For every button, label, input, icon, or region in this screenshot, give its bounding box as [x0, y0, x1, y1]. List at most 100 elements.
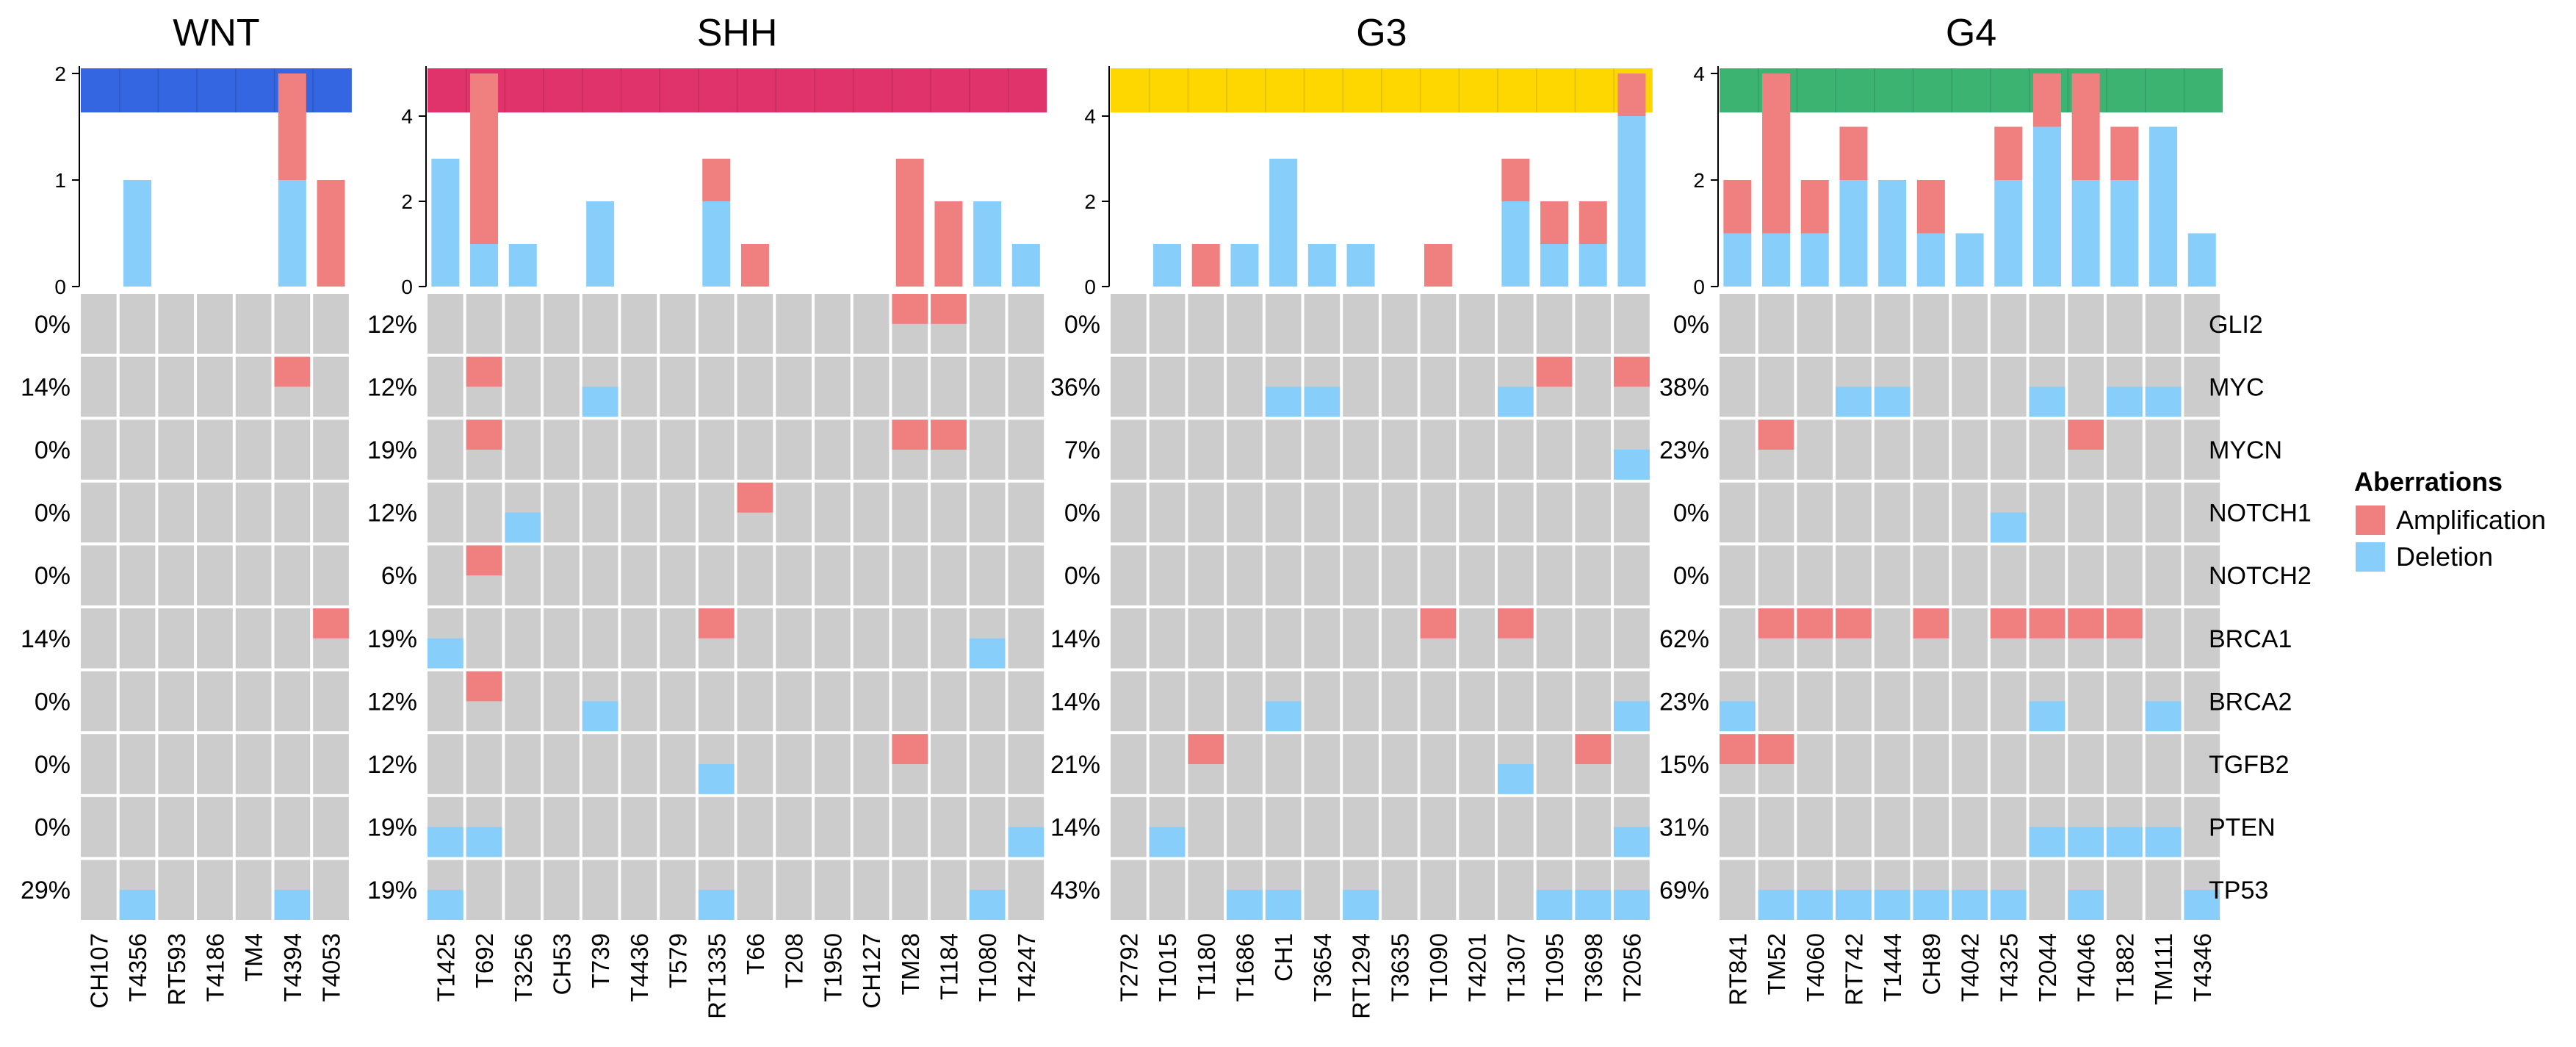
row-percent-g3-brca2: 14% — [1050, 688, 1100, 716]
cell-g4-brca2-tm111-deletion — [2145, 701, 2182, 732]
cell-g4-notch1-t2044 — [2029, 482, 2066, 543]
cell-shh-notch2-t1950 — [815, 545, 851, 605]
cell-shh-pten-t1184 — [931, 796, 967, 857]
cell-g4-brca2-t1882 — [2107, 671, 2143, 732]
cell-g3-myc-t1090 — [1420, 356, 1457, 417]
bar-axis-tick-label: 2 — [1693, 169, 1705, 192]
cell-shh-mycn-t208 — [776, 420, 812, 480]
cell-g4-pten-ch89 — [1913, 796, 1949, 857]
gene-label-notch1: NOTCH1 — [2209, 500, 2312, 528]
cell-shh-brca1-t1080-deletion — [969, 638, 1006, 669]
row-percent-g4-brca2: 23% — [1659, 688, 1709, 716]
cell-g4-pten-t4046-deletion — [2068, 827, 2104, 857]
cell-wnt-notch2-t4186 — [197, 545, 233, 605]
sample-label-t4201: T4201 — [1464, 933, 1491, 1002]
row-percent-g3-myc: 36% — [1050, 373, 1100, 401]
cell-shh-tp53-t1950 — [815, 860, 851, 920]
bar-deletion-t1080 — [973, 201, 1002, 287]
cell-wnt-myc-t4053 — [313, 356, 349, 417]
cell-g4-gli2-rt742 — [1836, 294, 1872, 354]
row-percent-g4-gli2: 0% — [1673, 311, 1709, 339]
cell-shh-tgfb2-t579 — [660, 734, 696, 794]
cell-shh-myc-t1184 — [931, 356, 967, 417]
cell-shh-brca1-ch127 — [853, 608, 890, 669]
cell-shh-tp53-t579 — [660, 860, 696, 920]
bar-deletion-t4042 — [1955, 233, 1984, 287]
cell-g4-tp53-t2044 — [2029, 860, 2066, 920]
cell-g3-tp53-t3635 — [1381, 860, 1418, 920]
cell-g3-mycn-t3654 — [1304, 420, 1341, 480]
cell-wnt-tp53-tm4 — [235, 860, 272, 920]
cell-g4-notch1-t4060 — [1797, 482, 1833, 543]
cell-g3-myc-t2792 — [1111, 356, 1147, 417]
row-percent-wnt-brca1: 14% — [21, 625, 71, 653]
cell-wnt-mycn-t4356 — [119, 420, 156, 480]
cell-g4-mycn-tm111 — [2145, 420, 2182, 480]
bar-amplification-t66 — [740, 244, 769, 287]
cell-shh-pten-rt1335 — [698, 796, 735, 857]
cell-shh-gli2-t579 — [660, 294, 696, 354]
bar-amplification-t4046 — [2071, 73, 2100, 180]
cell-g4-pten-t1444 — [1874, 796, 1911, 857]
cell-g3-notch1-t1307 — [1498, 482, 1534, 543]
group-panels: WNT 0 1 2 0% 14% 0% 0% 0% 14% 0% 0% 0% 29% CH107 T4356 R… — [21, 12, 2312, 1019]
cell-wnt-notch1-t4186 — [197, 482, 233, 543]
bar-deletion-t4060 — [1800, 233, 1829, 287]
bar-deletion-t692 — [470, 244, 499, 287]
cell-shh-notch1-t1184 — [931, 482, 967, 543]
cell-wnt-tp53-rt593 — [158, 860, 195, 920]
cell-wnt-brca1-t4356 — [119, 608, 156, 669]
cell-shh-myc-ch53 — [544, 356, 580, 417]
cell-wnt-gli2-t4186 — [197, 294, 233, 354]
cell-g3-pten-t4201 — [1459, 796, 1495, 857]
sample-label-rt742: RT742 — [1840, 933, 1867, 1005]
cell-wnt-tp53-t4356-deletion — [119, 890, 156, 920]
bar-axis-tick-label: 0 — [1084, 276, 1096, 298]
row-percent-shh-notch2: 6% — [381, 562, 417, 590]
cell-shh-notch1-t1425 — [427, 482, 463, 543]
cell-g4-notch1-t1444 — [1874, 482, 1911, 543]
cell-wnt-brca2-t4053 — [313, 671, 349, 732]
cell-shh-myc-tm28 — [892, 356, 928, 417]
row-percent-shh-brca2: 12% — [367, 688, 417, 716]
cell-g3-brca1-t1686 — [1227, 608, 1263, 669]
cell-shh-myc-t1425 — [427, 356, 463, 417]
cell-shh-notch2-t579 — [660, 545, 696, 605]
sample-label-t4060: T4060 — [1802, 933, 1829, 1002]
row-percent-wnt-mycn: 0% — [35, 436, 71, 464]
cell-g4-pten-t1882-deletion — [2107, 827, 2143, 857]
cell-shh-brca2-ch127 — [853, 671, 890, 732]
gene-label-notch2: NOTCH2 — [2209, 562, 2312, 590]
cell-g4-brca2-t4042 — [1952, 671, 1988, 732]
cell-g4-notch1-t4346 — [2184, 482, 2220, 543]
cell-shh-pten-t3256 — [505, 796, 541, 857]
bar-deletion-t3698 — [1579, 244, 1607, 287]
cell-shh-gli2-t739 — [582, 294, 618, 354]
cell-g3-tgfb2-t1090 — [1420, 734, 1457, 794]
cell-wnt-notch1-ch107 — [81, 482, 117, 543]
cell-g3-pten-t1686 — [1227, 796, 1263, 857]
cell-shh-gli2-t1184-amplification — [931, 294, 967, 324]
sample-label-tm111: TM111 — [2150, 933, 2177, 1005]
cell-shh-notch1-t208 — [776, 482, 812, 543]
cell-g3-myc-t1307-deletion — [1498, 386, 1534, 417]
cell-g4-tgfb2-tm111 — [2145, 734, 2182, 794]
cell-g3-gli2-t1095 — [1536, 294, 1573, 354]
cell-wnt-tp53-t4053 — [313, 860, 349, 920]
cell-g4-brca2-rt841-deletion — [1720, 701, 1756, 732]
cell-wnt-notch2-t4053 — [313, 545, 349, 605]
cell-g4-mycn-t4046-amplification — [2068, 420, 2104, 450]
cell-g3-myc-ch1-deletion — [1265, 386, 1302, 417]
bar-deletion-ch1 — [1269, 159, 1298, 287]
legend-swatch-deletion — [2356, 542, 2385, 572]
cell-wnt-tgfb2-ch107 — [81, 734, 117, 794]
cell-g3-brca2-t2056-deletion — [1614, 701, 1650, 732]
cell-shh-pten-ch127 — [853, 796, 890, 857]
cell-g3-notch1-ch1 — [1265, 482, 1302, 543]
cell-g4-gli2-t4325 — [1990, 294, 2027, 354]
row-percent-wnt-tgfb2: 0% — [35, 751, 71, 779]
group-strip-g3 — [1111, 68, 1653, 112]
sample-label-tm52: TM52 — [1763, 933, 1790, 995]
cell-g3-myc-t1015 — [1149, 356, 1186, 417]
cell-g4-brca2-t4325 — [1990, 671, 2027, 732]
